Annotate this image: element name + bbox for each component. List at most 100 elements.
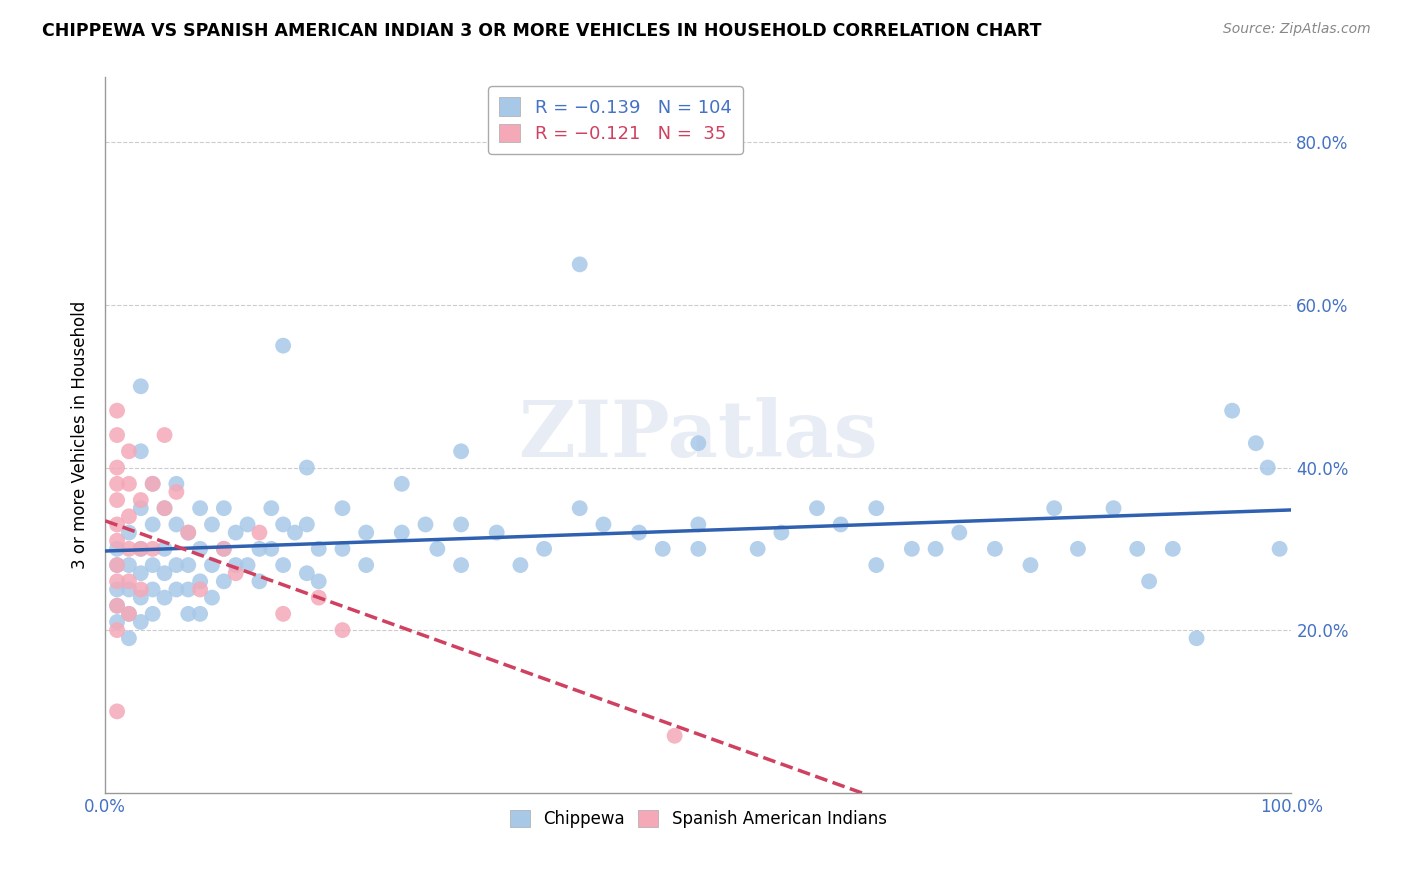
Point — [153, 541, 176, 556]
Point — [105, 476, 128, 491]
Point — [651, 541, 673, 556]
Point — [129, 444, 152, 458]
Point — [308, 574, 330, 589]
Point — [142, 582, 165, 597]
Point — [142, 476, 165, 491]
Point — [105, 599, 128, 613]
Point — [1067, 541, 1090, 556]
Point — [118, 607, 141, 621]
Point — [177, 582, 200, 597]
Text: Source: ZipAtlas.com: Source: ZipAtlas.com — [1223, 22, 1371, 37]
Point — [105, 623, 128, 637]
Point — [865, 558, 887, 573]
Point — [664, 729, 686, 743]
Point — [332, 623, 354, 637]
Point — [105, 428, 128, 442]
Point — [118, 525, 141, 540]
Point — [105, 582, 128, 597]
Point — [249, 541, 271, 556]
Point — [295, 566, 318, 581]
Point — [1185, 632, 1208, 646]
Point — [688, 436, 710, 450]
Point — [1126, 541, 1149, 556]
Point — [118, 558, 141, 573]
Point — [105, 599, 128, 613]
Point — [271, 607, 294, 621]
Point — [271, 558, 294, 573]
Point — [865, 501, 887, 516]
Point — [129, 541, 152, 556]
Point — [249, 574, 271, 589]
Text: CHIPPEWA VS SPANISH AMERICAN INDIAN 3 OR MORE VEHICLES IN HOUSEHOLD CORRELATION : CHIPPEWA VS SPANISH AMERICAN INDIAN 3 OR… — [42, 22, 1042, 40]
Point — [188, 501, 211, 516]
Point — [105, 558, 128, 573]
Point — [236, 558, 259, 573]
Point — [332, 541, 354, 556]
Point — [188, 582, 211, 597]
Point — [948, 525, 970, 540]
Point — [568, 257, 591, 271]
Point — [105, 541, 128, 556]
Point — [592, 517, 614, 532]
Point — [225, 558, 247, 573]
Point — [308, 591, 330, 605]
Point — [105, 517, 128, 532]
Point — [129, 501, 152, 516]
Point — [188, 607, 211, 621]
Point — [165, 485, 187, 500]
Point — [129, 582, 152, 597]
Point — [260, 501, 283, 516]
Point — [391, 476, 413, 491]
Point — [984, 541, 1007, 556]
Point — [295, 460, 318, 475]
Point — [118, 582, 141, 597]
Point — [129, 541, 152, 556]
Point — [118, 632, 141, 646]
Point — [271, 338, 294, 352]
Point — [212, 574, 235, 589]
Point — [225, 566, 247, 581]
Point — [177, 525, 200, 540]
Point — [688, 541, 710, 556]
Point — [332, 501, 354, 516]
Point — [284, 525, 307, 540]
Point — [308, 541, 330, 556]
Point — [105, 574, 128, 589]
Point — [142, 517, 165, 532]
Legend: Chippewa, Spanish American Indians: Chippewa, Spanish American Indians — [503, 803, 893, 834]
Point — [105, 558, 128, 573]
Point — [627, 525, 650, 540]
Point — [1268, 541, 1291, 556]
Point — [118, 607, 141, 621]
Point — [1220, 403, 1243, 417]
Point — [105, 705, 128, 719]
Point — [1161, 541, 1184, 556]
Point — [165, 558, 187, 573]
Point — [212, 541, 235, 556]
Point — [212, 541, 235, 556]
Point — [153, 591, 176, 605]
Point — [118, 509, 141, 524]
Point — [165, 517, 187, 532]
Point — [105, 533, 128, 548]
Point — [568, 501, 591, 516]
Point — [142, 607, 165, 621]
Point — [747, 541, 769, 556]
Point — [153, 566, 176, 581]
Point — [165, 582, 187, 597]
Point — [142, 541, 165, 556]
Point — [426, 541, 449, 556]
Y-axis label: 3 or more Vehicles in Household: 3 or more Vehicles in Household — [72, 301, 89, 569]
Point — [153, 501, 176, 516]
Point — [901, 541, 924, 556]
Point — [118, 444, 141, 458]
Point — [450, 444, 472, 458]
Point — [295, 517, 318, 532]
Point — [118, 574, 141, 589]
Point — [924, 541, 946, 556]
Point — [225, 525, 247, 540]
Point — [201, 517, 224, 532]
Point — [153, 501, 176, 516]
Point — [165, 476, 187, 491]
Point — [485, 525, 508, 540]
